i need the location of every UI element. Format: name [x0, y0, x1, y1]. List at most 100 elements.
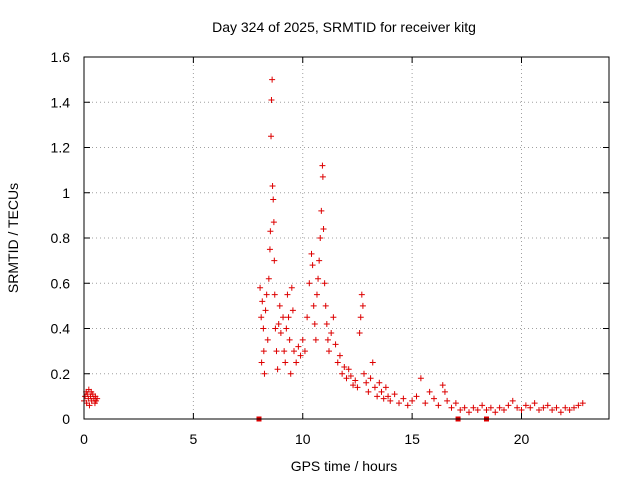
- data-point: [358, 291, 365, 298]
- data-point: [268, 133, 275, 140]
- data-point: [270, 219, 277, 226]
- data-point: [269, 182, 276, 189]
- data-point: [304, 314, 311, 321]
- data-point: [319, 162, 326, 169]
- data-point: [326, 348, 332, 355]
- data-point: [496, 404, 503, 411]
- data-point: [470, 404, 477, 411]
- data-point: [258, 314, 265, 321]
- data-point: [285, 314, 292, 321]
- data-point: [322, 302, 329, 309]
- data-point: [284, 291, 291, 298]
- data-point: [501, 406, 507, 413]
- data-point: [413, 393, 420, 400]
- data-point: [264, 336, 271, 343]
- data-point: [540, 404, 547, 411]
- data-point: [363, 379, 370, 386]
- data-point: [531, 400, 538, 407]
- data-point: [324, 336, 331, 343]
- data-point: [347, 373, 354, 380]
- data-point: [376, 379, 383, 386]
- data-point: [509, 397, 516, 404]
- data-point: [317, 235, 324, 241]
- data-point: [260, 348, 267, 355]
- data-point: [275, 320, 282, 327]
- data-point: [391, 391, 398, 398]
- data-point: [316, 257, 323, 264]
- data-point: [260, 325, 267, 332]
- data-point: [286, 336, 293, 343]
- data-point: [579, 400, 586, 407]
- data-point: [444, 397, 451, 404]
- data-point: [341, 363, 348, 370]
- data-point: [313, 291, 320, 298]
- data-point: [345, 366, 352, 373]
- data-point: [487, 404, 494, 411]
- y-tick-label: 1.4: [51, 94, 71, 110]
- data-point: [274, 366, 281, 373]
- data-point: [261, 370, 268, 377]
- data-point: [536, 406, 542, 413]
- y-tick-label: 1.6: [51, 49, 71, 65]
- data-point: [280, 314, 287, 321]
- y-axis-label: SRMTID / TECUs: [5, 183, 21, 293]
- chart-title: Day 324 of 2025, SRMTID for receiver kit…: [212, 19, 476, 35]
- data-point: [466, 409, 472, 416]
- data-point: [265, 275, 272, 282]
- data-point: [288, 284, 295, 291]
- data-point: [549, 406, 556, 413]
- data-point: [312, 336, 319, 343]
- data-point: [287, 370, 294, 377]
- data-point: [84, 391, 91, 398]
- data-point: [400, 395, 407, 402]
- data-point: [267, 228, 274, 235]
- data-point: [328, 330, 335, 337]
- data-point: [318, 207, 325, 214]
- data-point: [527, 404, 534, 411]
- data-point: [330, 314, 337, 321]
- data-point: [258, 359, 265, 366]
- data-point: [310, 302, 317, 309]
- data-point: [417, 375, 424, 382]
- data-point: [86, 402, 93, 409]
- data-point: [283, 325, 290, 332]
- data-point: [295, 343, 302, 350]
- data-point: [431, 395, 437, 402]
- data-point: [457, 406, 464, 413]
- data-point: [522, 402, 529, 409]
- data-point: [289, 307, 296, 314]
- data-point: [291, 348, 297, 355]
- data-point: [343, 375, 350, 382]
- data-point: [474, 406, 481, 413]
- data-point: [483, 406, 490, 413]
- data-point: [268, 96, 275, 103]
- data-point: [492, 409, 499, 416]
- grid: [84, 57, 609, 419]
- data-point: [94, 395, 101, 402]
- data-point: [299, 336, 306, 343]
- data-point: [257, 284, 264, 291]
- data-point: [263, 291, 270, 298]
- data-point: [479, 402, 486, 409]
- data-point: [309, 262, 316, 269]
- data-point: [259, 298, 266, 305]
- data-point: [273, 348, 280, 355]
- data-point: [297, 352, 304, 359]
- data-point: [575, 402, 582, 409]
- y-tick-label: 0.2: [51, 366, 71, 382]
- x-tick-labels: 0 5 10 15 20: [80, 431, 529, 447]
- data-point: [272, 325, 279, 332]
- data-point: [336, 352, 343, 359]
- data-point: [311, 320, 318, 327]
- y-tick-label: 0.6: [51, 275, 71, 291]
- data-point: [350, 382, 357, 389]
- data-point: [380, 395, 387, 402]
- data-point: [315, 275, 322, 282]
- data-point: [387, 397, 394, 404]
- data-point: [357, 314, 364, 321]
- data-point: [293, 359, 300, 366]
- data-point: [441, 388, 448, 395]
- data-point: [277, 330, 284, 337]
- data-point: [371, 384, 378, 391]
